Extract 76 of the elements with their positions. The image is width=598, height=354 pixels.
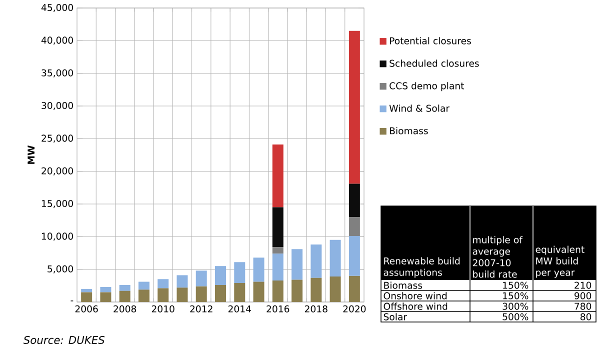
y-axis-title: MW [28,146,34,164]
bar [196,286,207,302]
text: 150% [503,292,528,300]
text: Offshore wind [384,302,448,310]
bar [272,280,284,302]
y-tick-label: 25,000 [42,134,73,143]
y-tick-label: 45,000 [41,4,73,12]
bar [253,258,264,282]
text: 150% [503,282,528,289]
bar [158,279,169,288]
y-tick-label: 30,000 [42,102,73,110]
bar [348,236,360,276]
y-tick-label: 40,000 [41,36,73,45]
x-tick-label: 2018 [304,305,328,312]
x-tick-label: 2014 [228,305,251,312]
bar [138,282,150,290]
bar [348,30,360,184]
bar [310,244,322,278]
bar [348,276,360,302]
x-tick-label: 2010 [152,305,174,312]
bar [330,240,341,277]
bar [272,254,284,280]
bar [253,282,264,302]
legend-label: Biomass [390,127,428,134]
bar [81,288,92,292]
text: Solar [384,313,408,320]
text: Biomass [384,282,422,289]
bar [292,280,303,302]
bar [234,262,246,284]
legend-label: Wind & Solar [389,104,450,112]
bar [119,290,130,302]
y-tick-label: 5,000 [48,265,73,274]
bar [138,290,150,302]
bar [100,286,112,292]
text: 210 [574,282,592,289]
bar [176,275,188,288]
bar [272,144,284,208]
bar [272,247,284,254]
bar [234,283,246,302]
text: Onshore wind [384,292,447,300]
bar [196,270,207,286]
x-tick-label: 2016 [266,305,290,312]
text: 900 [574,292,592,300]
bar [330,276,341,302]
y-tick-label: 35,000 [42,69,73,78]
bar [292,249,303,280]
bar [348,217,360,236]
bar [348,184,360,218]
y-tick-label: 15,000 [42,200,73,208]
bar [176,288,188,302]
bar [81,292,92,302]
x-tick-label: 2012 [190,305,212,312]
bar [272,207,284,248]
y-tick-label: 20,000 [42,167,73,176]
text: 80 [580,313,592,320]
x-tick-label: 2008 [114,305,136,312]
text: Renewable build assumptions [384,257,460,278]
bar [310,278,322,302]
bar [100,292,112,302]
text: 500% [502,313,528,320]
legend-label: Potential closures [390,37,471,44]
text: 300% [502,302,528,310]
bar [158,288,169,302]
y-tick-label: - [70,300,74,302]
legend-label: CCS demo plant [390,82,464,92]
source-note: Source: DUKES [23,336,105,344]
text: equivalent MW build per year [536,246,584,278]
legend-label: Scheduled closures [390,60,479,67]
x-tick-label: 2006 [75,305,98,312]
x-tick-label: 2020 [343,305,366,312]
bar [119,285,130,291]
text: multiple of average 2007-10 build rate [472,236,523,278]
bar [215,285,226,302]
text: 780 [574,302,592,310]
y-tick-label: 10,000 [42,232,73,241]
bar [215,266,226,286]
